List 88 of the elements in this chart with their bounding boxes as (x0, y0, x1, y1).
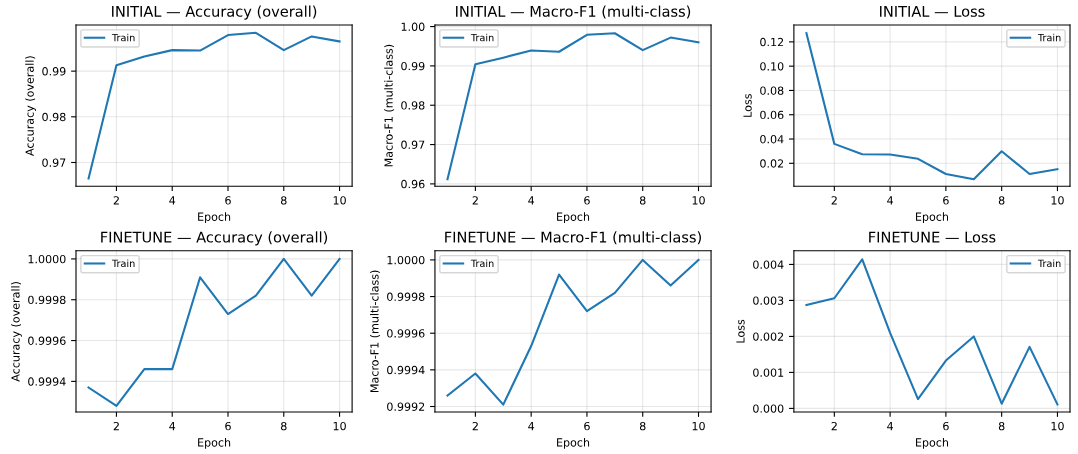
line-series (446, 258, 700, 406)
x-tick-label: 8 (998, 421, 1005, 431)
x-tick-label: 6 (943, 196, 949, 205)
y-tick-label: 0.002 (753, 332, 784, 341)
line-series (87, 257, 341, 407)
line-series (805, 32, 1059, 181)
x-tick-label: 10 (333, 421, 346, 431)
x-tick-label: 4 (528, 422, 535, 431)
y-tick-label: 0.003 (753, 296, 784, 305)
x-axis-title: Epoch (198, 438, 231, 449)
y-tick-label: 0.9998 (387, 292, 425, 301)
x-tick-label: 2 (831, 421, 837, 431)
x-tick-label: 6 (584, 196, 590, 205)
x-axis-title: Epoch (916, 212, 949, 224)
line-series (805, 258, 1059, 406)
chart-title: INITIAL — Loss (880, 6, 985, 17)
x-tick-label: 8 (281, 196, 287, 205)
y-tick-label: 0.9996 (28, 336, 66, 345)
chart-title: FINETUNE — Macro-F1 (multi-class) (445, 231, 701, 245)
y-tick-label: 0.97 (401, 140, 425, 149)
line-series (87, 31, 341, 180)
x-axis-title: Epoch (557, 438, 590, 449)
legend-label: Train (470, 259, 494, 268)
x-tick-label: 4 (169, 422, 176, 431)
x-axis-title: Epoch (916, 438, 949, 449)
y-axis-title: Loss (743, 93, 752, 117)
y-tick-label: 0.004 (753, 260, 784, 269)
chart-title: INITIAL — Accuracy (overall) (112, 5, 317, 20)
chart-title: INITIAL — Macro-F1 (multi-class) (456, 5, 691, 19)
y-tick-label: 1.0000 (28, 254, 66, 264)
x-tick-label: 2 (472, 196, 478, 205)
y-tick-label: 0.96 (401, 179, 425, 189)
x-tick-label: 10 (1051, 196, 1064, 205)
x-tick-label: 6 (225, 421, 231, 431)
line-series (446, 32, 700, 181)
legend-label: Train (111, 259, 135, 268)
x-tick-label: 8 (998, 196, 1005, 205)
x-tick-label: 4 (528, 196, 535, 205)
legend-label: Train (111, 33, 135, 42)
x-tick-label: 8 (639, 421, 646, 431)
y-tick-label: 0.02 (760, 159, 784, 168)
x-tick-label: 10 (333, 196, 346, 205)
y-axis-title: Accuracy (overall) (25, 56, 36, 156)
x-tick-label: 2 (113, 421, 119, 431)
y-tick-label: 0.98 (401, 101, 425, 110)
x-tick-label: 10 (692, 421, 705, 431)
x-axis-title: Epoch (198, 212, 231, 224)
chart-title: FINETUNE — Loss (869, 231, 996, 243)
x-tick-label: 10 (1051, 421, 1064, 431)
x-tick-label: 6 (584, 421, 590, 431)
y-tick-label: 0.99 (401, 61, 425, 71)
y-tick-label: 0.9998 (28, 295, 66, 305)
y-axis-title: Accuracy (overall) (11, 281, 22, 382)
y-tick-label: 0.12 (760, 37, 784, 47)
y-tick-label: 1.0000 (387, 255, 425, 265)
y-axis-title: Macro-F1 (multi-class) (370, 270, 380, 393)
x-tick-label: 8 (281, 421, 287, 431)
y-tick-label: 1.00 (401, 22, 425, 31)
y-tick-label: 0.99 (42, 67, 66, 76)
y-tick-label: 0.9994 (28, 377, 66, 386)
y-tick-label: 0.9994 (387, 365, 425, 375)
y-tick-label: 0.98 (42, 112, 66, 122)
x-tick-label: 2 (831, 196, 837, 205)
legend-label: Train (1037, 259, 1061, 268)
x-tick-label: 4 (169, 196, 176, 205)
legend-label: Train (1037, 33, 1061, 42)
x-tick-label: 10 (692, 196, 705, 205)
x-tick-label: 4 (887, 196, 894, 205)
y-axis-title: Macro-F1 (multi-class) (384, 44, 395, 167)
y-tick-label: 0.10 (760, 62, 784, 71)
y-tick-label: 0.06 (760, 110, 784, 120)
y-tick-label: 0.97 (42, 158, 66, 167)
x-tick-label: 8 (639, 196, 646, 205)
y-tick-label: 0.9996 (387, 329, 425, 338)
x-tick-label: 4 (887, 422, 894, 431)
y-axis-title: Loss (736, 319, 745, 343)
legend-label: Train (470, 33, 494, 42)
y-tick-label: 0.000 (753, 404, 784, 413)
y-tick-label: 0.04 (760, 134, 784, 144)
x-tick-label: 2 (113, 196, 119, 205)
y-tick-label: 0.9992 (387, 402, 425, 411)
x-axis-title: Epoch (557, 212, 590, 224)
x-tick-label: 6 (943, 421, 949, 431)
y-tick-label: 0.08 (760, 86, 784, 95)
y-tick-label: 0.001 (753, 368, 784, 377)
chart-title: FINETUNE — Accuracy (overall) (101, 231, 328, 246)
x-tick-label: 2 (472, 421, 478, 431)
x-tick-label: 6 (225, 196, 231, 205)
